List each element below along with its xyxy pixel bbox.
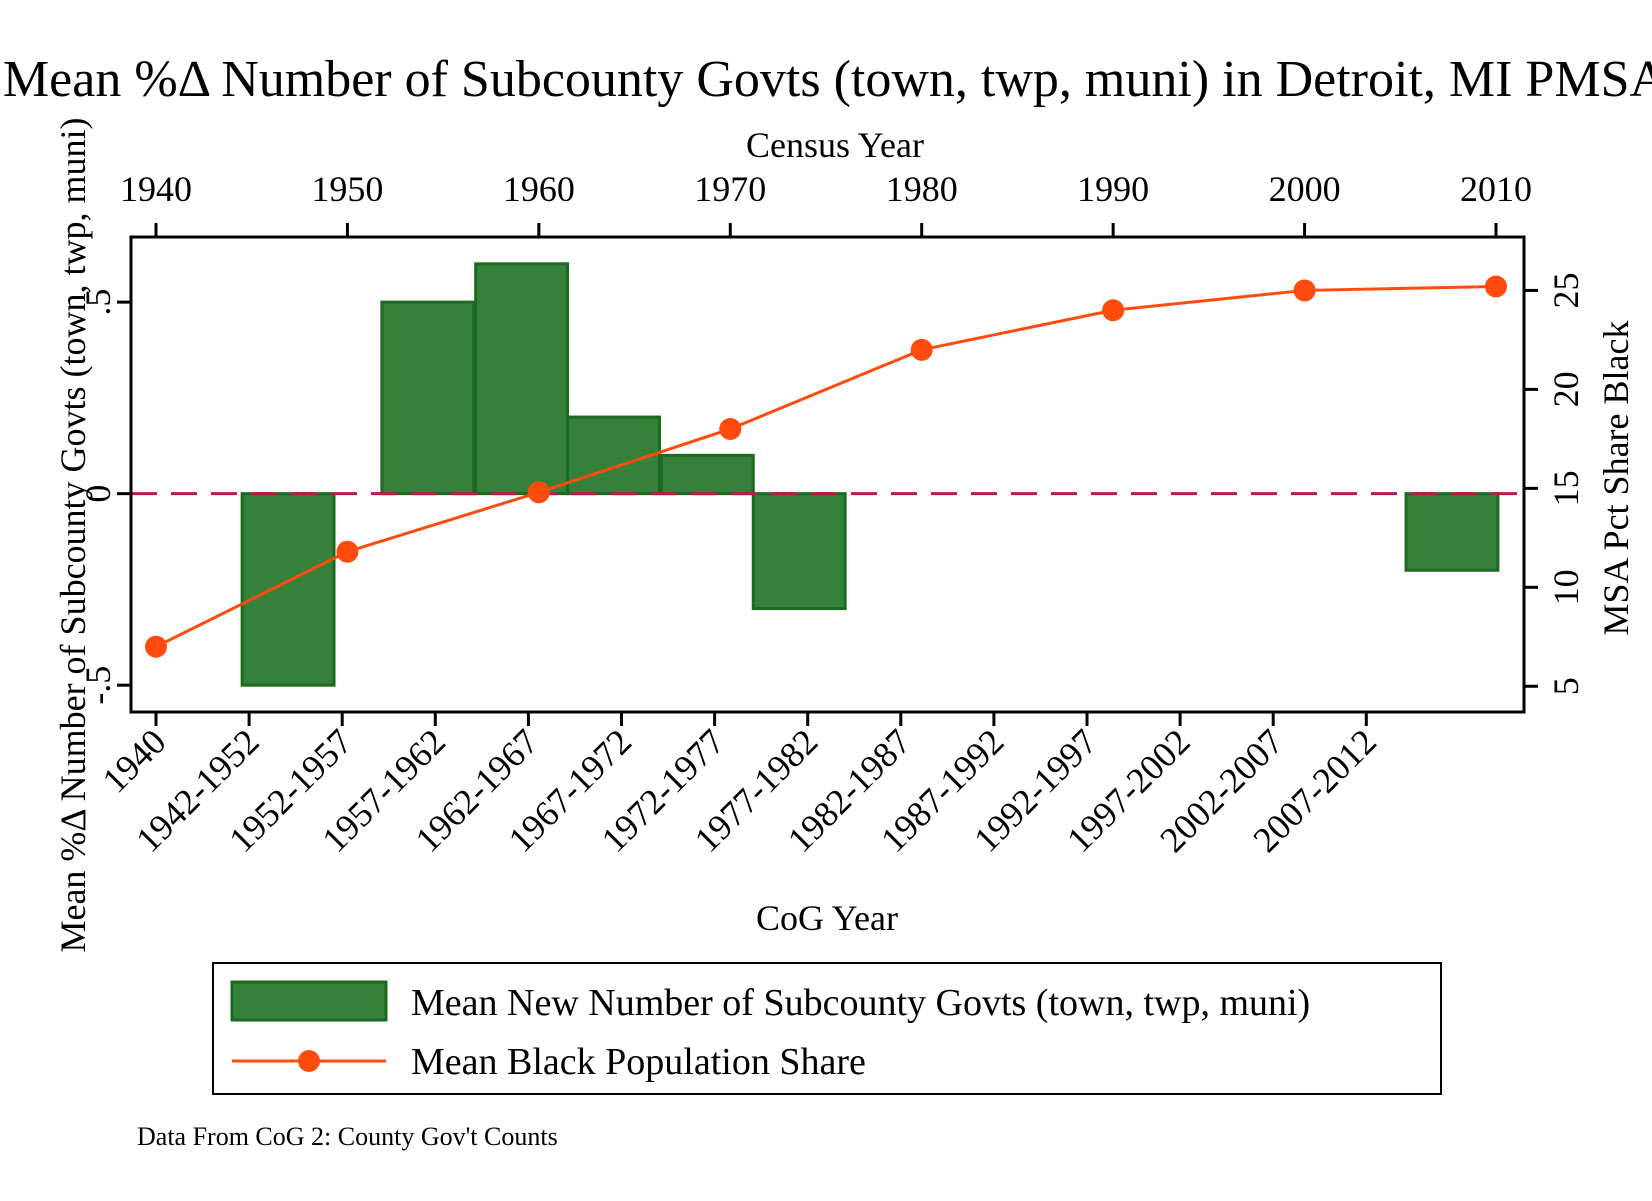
data-point: [1293, 279, 1316, 302]
top-axis-label: Census Year: [746, 125, 924, 165]
bottom-tick-label: 1940: [94, 721, 173, 800]
left-tick-label: 0: [78, 485, 118, 503]
top-tick-label: 1980: [886, 169, 958, 209]
right-tick-label: 20: [1546, 371, 1586, 407]
legend: Mean New Number of Subcounty Govts (town…: [230, 980, 1310, 1083]
legend-swatch-marker: [298, 1050, 320, 1072]
left-axis-label: Mean %Δ Number of Subcounty Govts (town,…: [53, 117, 93, 952]
data-point: [336, 540, 359, 563]
right-tick-label: 25: [1546, 272, 1586, 308]
top-tick-label: 2000: [1269, 169, 1341, 209]
bar: [751, 492, 847, 611]
left-tick-label: .5: [78, 289, 118, 316]
bar-series: [240, 262, 1500, 687]
top-tick-label: 2010: [1460, 169, 1532, 209]
legend-box: [212, 962, 1442, 1095]
bar: [474, 262, 570, 496]
top-tick-label: 1960: [503, 169, 575, 209]
bar: [240, 492, 336, 687]
right-tick-label: 5: [1546, 677, 1586, 695]
line-series: [145, 275, 1507, 658]
right-tick-label: 10: [1546, 569, 1586, 605]
data-point: [1485, 275, 1507, 298]
data-point: [145, 635, 167, 658]
bar: [1404, 492, 1500, 572]
data-point: [527, 481, 550, 504]
bottom-axis-label: CoG Year: [756, 898, 898, 938]
legend-swatch-bar: [230, 980, 388, 1022]
data-point: [1102, 299, 1125, 322]
chart-title: Mean %Δ Number of Subcounty Govts (town,…: [3, 51, 1652, 108]
data-point: [719, 417, 742, 440]
bar: [380, 300, 476, 496]
plot-frame: [129, 235, 1526, 714]
top-axis-ticks: 1940 1950 1960 1970 1980 1990 2000 2010: [120, 169, 1532, 237]
right-tick-label: 15: [1546, 470, 1586, 506]
legend-label-line: Mean Black Population Share: [411, 1041, 866, 1083]
legend-label-bar: Mean New Number of Subcounty Govts (town…: [411, 982, 1310, 1024]
left-tick-label: -.5: [78, 666, 118, 705]
top-tick-label: 1970: [694, 169, 766, 209]
top-tick-label: 1950: [311, 169, 383, 209]
left-axis-ticks: -.5 0 .5: [78, 289, 131, 705]
data-point: [910, 338, 933, 361]
bottom-axis-ticks: 19401942-19521952-19571957-19621962-1967…: [94, 712, 1384, 860]
bar: [659, 453, 755, 496]
top-tick-label: 1990: [1077, 169, 1149, 209]
bar: [566, 415, 661, 496]
right-axis-ticks: 5 10 15 20 25: [1524, 272, 1586, 695]
series-line: [155, 284, 1497, 649]
chart-note: Data From CoG 2: County Gov't Counts: [137, 1122, 558, 1151]
right-axis-label: MSA Pct Share Black: [1596, 321, 1636, 636]
top-tick-label: 1940: [120, 169, 192, 209]
